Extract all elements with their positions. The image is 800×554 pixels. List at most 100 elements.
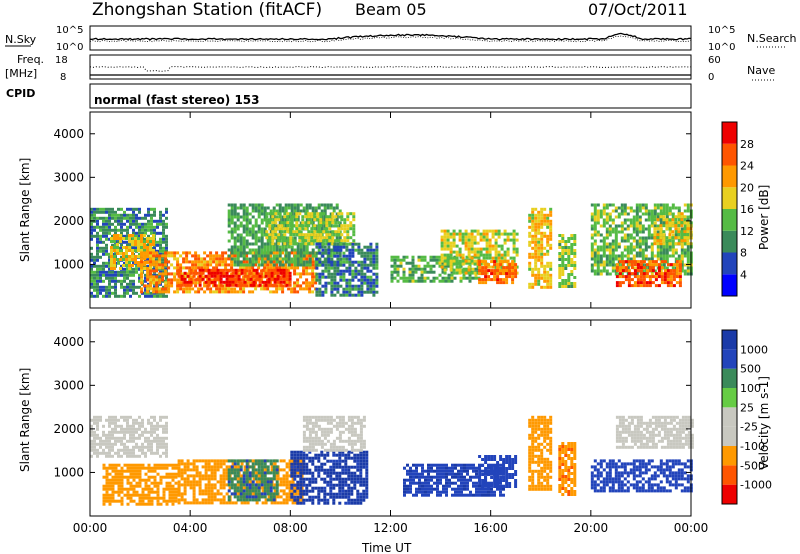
echo-cell	[476, 241, 480, 245]
echo-cell	[96, 219, 99, 223]
echo-cell	[204, 477, 208, 481]
echo-cell	[337, 239, 341, 243]
echo-cell	[531, 228, 535, 232]
echo-cell	[276, 277, 280, 281]
echo-cell	[243, 501, 247, 505]
echo-cell	[141, 424, 144, 428]
echo-cell	[626, 248, 630, 252]
echo-cell	[345, 287, 349, 291]
echo-cell	[117, 451, 120, 455]
echo-cell	[113, 261, 116, 264]
echo-cell	[496, 278, 500, 282]
echo-cell	[354, 272, 358, 276]
echo-cell	[111, 463, 115, 467]
echo-cell	[144, 225, 147, 229]
echo-cell	[369, 245, 373, 249]
echo-cell	[143, 246, 146, 249]
echo-cell	[314, 254, 318, 258]
echo-cell	[165, 445, 168, 449]
echo-cell	[198, 271, 202, 275]
echo-cell	[354, 287, 358, 291]
echo-cell	[149, 237, 152, 240]
echo-cell	[225, 465, 229, 469]
echo-cell	[99, 288, 102, 292]
echo-cell	[623, 233, 627, 237]
echo-cell	[162, 231, 165, 235]
echo-cell	[332, 233, 336, 237]
echo-cell	[653, 221, 657, 225]
echo-cell	[467, 232, 471, 236]
echo-cell	[231, 271, 235, 275]
echo-cell	[605, 272, 609, 276]
echo-cell	[245, 263, 249, 267]
echo-cell	[686, 230, 690, 234]
echo-cell	[602, 242, 606, 246]
echo-cell	[279, 271, 283, 275]
echo-cell	[105, 484, 109, 488]
echo-cell	[248, 269, 252, 273]
echo-cell	[345, 260, 349, 264]
echo-cell	[164, 284, 168, 288]
echo-cell	[540, 222, 544, 226]
echo-cell	[602, 245, 606, 249]
echo-cell	[596, 263, 600, 267]
echo-cell	[534, 252, 538, 256]
echo-cell	[528, 213, 532, 217]
echo-cell	[203, 266, 207, 270]
echo-cell	[150, 291, 153, 295]
echo-cell	[494, 229, 498, 233]
echo-cell	[245, 266, 249, 270]
echo-cell	[132, 267, 135, 271]
echo-cell	[304, 236, 308, 240]
echo-cell	[329, 212, 333, 216]
echo-cell	[672, 278, 676, 282]
echo-cell	[237, 277, 241, 281]
echo-cell	[126, 502, 130, 506]
echo-cell	[611, 263, 615, 267]
echo-cell	[296, 272, 300, 276]
echo-cell	[443, 268, 447, 272]
echo-cell	[343, 227, 347, 231]
echo-cell	[108, 481, 112, 485]
echo-cell	[114, 481, 118, 485]
echo-cell	[234, 280, 238, 284]
echo-cell	[567, 252, 571, 255]
echo-cell	[219, 486, 223, 490]
echo-cell	[608, 257, 612, 261]
echo-cell	[123, 273, 126, 277]
echo-cell	[338, 254, 342, 258]
echo-cell	[129, 213, 132, 217]
echo-cell	[135, 463, 139, 467]
echo-cell	[671, 212, 675, 216]
echo-cell	[343, 239, 347, 243]
echo-cell	[593, 257, 597, 261]
echo-cell	[242, 287, 246, 291]
echo-cell	[342, 260, 346, 264]
echo-cell	[266, 206, 270, 210]
echo-cell	[129, 219, 132, 223]
echo-cell	[171, 463, 175, 467]
echo-cell	[132, 451, 135, 455]
echo-cell	[512, 232, 516, 236]
echo-cell	[338, 236, 342, 240]
echo-cell	[207, 501, 211, 505]
echo-cell	[561, 252, 565, 255]
echo-cell	[162, 442, 165, 446]
echo-cell	[348, 269, 352, 273]
echo-cell	[665, 224, 669, 228]
echo-cell	[117, 279, 120, 283]
echo-cell	[629, 221, 633, 225]
echo-cell	[668, 236, 672, 240]
echo-cell	[265, 212, 269, 216]
echo-cell	[134, 258, 137, 261]
echo-cell	[108, 454, 111, 458]
echo-cell	[296, 203, 300, 207]
echo-cell	[105, 466, 109, 470]
echo-cell	[295, 224, 299, 228]
echo-cell	[90, 222, 93, 226]
echo-cell	[171, 499, 175, 503]
echo-cell	[332, 224, 336, 228]
echo-cell	[246, 274, 250, 278]
echo-cell	[96, 246, 99, 250]
echo-cell	[599, 254, 603, 258]
